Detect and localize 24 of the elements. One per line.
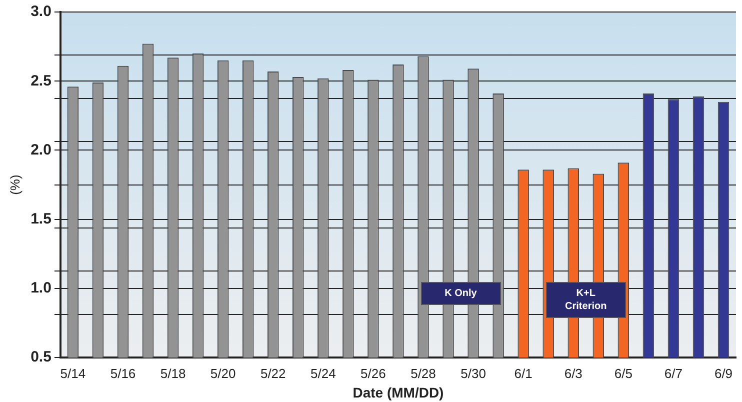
y-tick-label: 2.0 [30, 141, 52, 158]
x-tick-label: 5/20 [210, 366, 236, 381]
x-tick-label: 5/16 [110, 366, 136, 381]
x-tick-label: 5/18 [160, 366, 186, 381]
x-tick-label: 5/28 [410, 366, 436, 381]
y-axis-title: (%) [7, 174, 22, 195]
x-tick-label: 6/9 [714, 366, 733, 381]
y-tick-label: 0.5 [30, 348, 52, 366]
x-tick-label: 5/30 [460, 366, 486, 381]
x-tick-label: 5/24 [310, 366, 336, 381]
x-tick-label: 5/26 [360, 366, 386, 381]
x-tick-label: 5/14 [60, 366, 86, 381]
y-tick-label: 2.5 [30, 72, 52, 90]
y-tick-label: 1.0 [30, 280, 52, 297]
x-tick-label: 6/1 [514, 366, 532, 381]
label-box: K+L Criterion [546, 282, 626, 318]
x-tick-label: 6/7 [664, 366, 682, 381]
x-tick-label: 6/3 [564, 366, 582, 381]
x-tick-label: 5/22 [260, 366, 286, 381]
y-tick-label: 3.0 [30, 3, 52, 20]
label-box: K Only [420, 282, 501, 305]
x-tick-label: 6/5 [614, 366, 632, 381]
x-axis-title: Date (MM/DD) [352, 384, 444, 400]
y-tick-label: 1.5 [30, 210, 52, 228]
